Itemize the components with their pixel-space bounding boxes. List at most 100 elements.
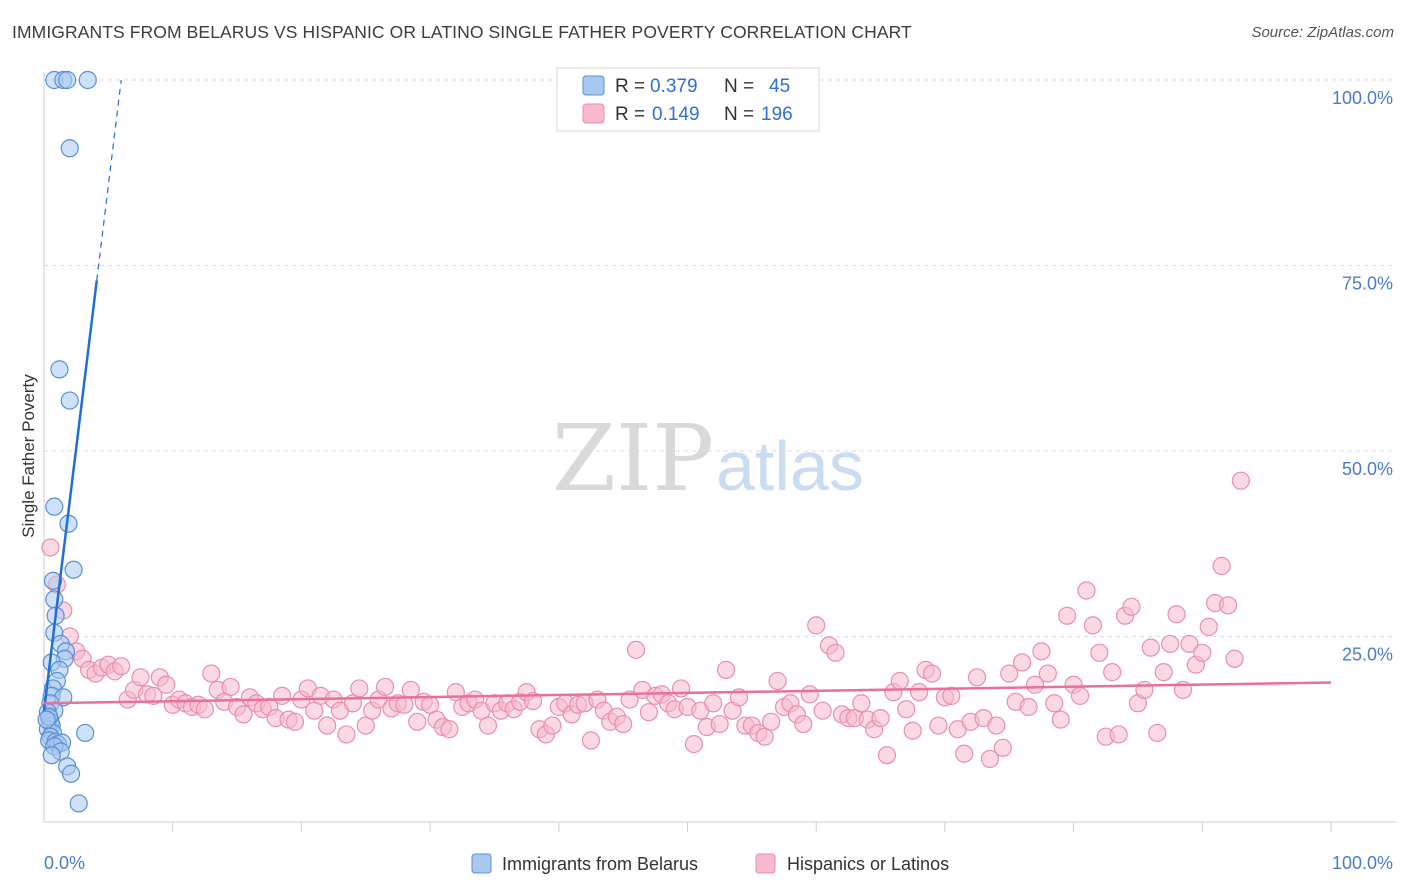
data-point-hispanics [41,538,60,557]
series-belarus-points [37,70,97,813]
data-point-hispanics [202,664,221,683]
data-point-hispanics [285,712,305,731]
series-legend-swatch-hispanics [755,853,776,874]
data-point-hispanics [350,679,369,698]
trend-line-hispanics [43,681,1332,705]
y-tick-label: 75.0% [1342,274,1393,294]
data-point-hispanics [478,716,498,735]
legend-r-value-blue: 0.379 [650,76,698,97]
data-point-hispanics [1167,605,1186,624]
legend-n-value-blue: 45 [769,76,790,97]
data-point-hispanics [1148,723,1167,743]
data-point-belarus [42,746,61,765]
data-point-hispanics [1038,664,1057,683]
data-point-hispanics [852,694,871,713]
data-point-hispanics [620,690,639,709]
data-point-hispanics [144,686,163,705]
data-point-hispanics [1000,664,1019,683]
data-point-belarus [69,794,88,813]
data-point-hispanics [1193,643,1212,662]
data-point-hispanics [955,744,974,763]
x-ticks [172,822,1332,832]
data-point-hispanics [1013,653,1032,672]
series-legend-label-hispanics: Hispanics or Latinos [787,854,949,874]
data-point-hispanics [1103,663,1122,682]
data-point-hispanics [1225,649,1244,668]
data-point-hispanics [684,734,704,754]
data-point-hispanics [710,714,729,734]
data-point-hispanics [1218,596,1238,615]
legend-swatch-pink [582,103,605,124]
data-point-hispanics [234,705,253,724]
data-point-hispanics [272,686,292,705]
data-point-hispanics [408,712,427,731]
data-point-hispanics [871,709,890,728]
data-point-hispanics [1122,597,1141,616]
legend-n-label-blue: N = [724,76,754,97]
legend-n-value-pink: 196 [761,104,793,125]
data-point-hispanics [1051,710,1070,729]
data-point-belarus [60,139,79,158]
data-point-hispanics [903,721,922,740]
gridlines [44,79,1396,637]
data-point-hispanics [671,679,691,698]
data-point-hispanics [112,657,131,676]
data-point-hispanics [1032,642,1051,661]
data-point-hispanics [1025,675,1045,694]
trend-line-belarus-extension [96,79,122,281]
series-legend: Immigrants from Belarus Hispanics or Lat… [471,853,949,874]
data-point-hispanics [440,720,459,739]
data-point-hispanics [768,671,787,691]
legend-swatch-blue [582,75,605,96]
series-legend-label-belarus: Immigrants from Belarus [502,854,698,874]
data-point-belarus [45,497,64,516]
data-point-hispanics [1154,663,1173,682]
data-point-hispanics [1180,634,1199,654]
data-point-belarus [50,360,69,379]
data-point-hispanics [221,677,240,697]
data-point-hispanics [195,700,214,719]
data-point-hispanics [375,677,395,697]
y-tick-label: 100.0% [1332,88,1393,108]
x-tick-label-max: 100.0% [1332,853,1393,873]
data-point-hispanics [614,714,633,734]
data-point-hispanics [980,749,1000,769]
data-point-hispanics [877,746,897,765]
data-point-hispanics [337,725,356,744]
data-point-hispanics [131,668,150,687]
data-point-hispanics [1161,634,1180,654]
data-point-belarus [45,590,64,609]
trend-lines [42,79,1332,711]
data-point-hispanics [929,716,948,735]
data-point-hispanics [1077,581,1096,600]
data-point-hispanics [1058,606,1077,625]
legend-r-label-pink: R = [615,104,645,125]
data-point-hispanics [910,683,929,702]
data-point-hispanics [826,643,845,662]
data-point-belarus [60,391,79,410]
data-point-hispanics [157,675,176,694]
data-point-hispanics [1090,643,1109,662]
data-point-belarus [61,764,81,783]
data-point-hispanics [890,671,909,691]
data-point-hispanics [762,712,781,731]
data-point-hispanics [581,731,601,750]
data-point-hispanics [807,616,826,635]
y-tick-label: 25.0% [1342,645,1393,665]
data-point-hispanics [800,685,819,704]
series-legend-swatch-belarus [471,853,492,874]
data-point-hispanics [401,680,420,700]
data-point-hispanics [1212,556,1231,576]
data-point-hispanics [942,686,961,705]
data-point-hispanics [813,701,832,720]
data-point-belarus [78,70,97,90]
y-tick-labels: 25.0% 50.0% 75.0% 100.0% [1332,88,1393,665]
data-point-hispanics [1045,694,1064,713]
data-point-hispanics [717,660,736,679]
y-tick-label: 50.0% [1342,459,1393,479]
series-hispanics-points [41,471,1251,769]
source-label: Source: ZipAtlas.com [1251,24,1394,41]
data-point-hispanics [1070,686,1090,705]
data-point-belarus [37,710,56,729]
